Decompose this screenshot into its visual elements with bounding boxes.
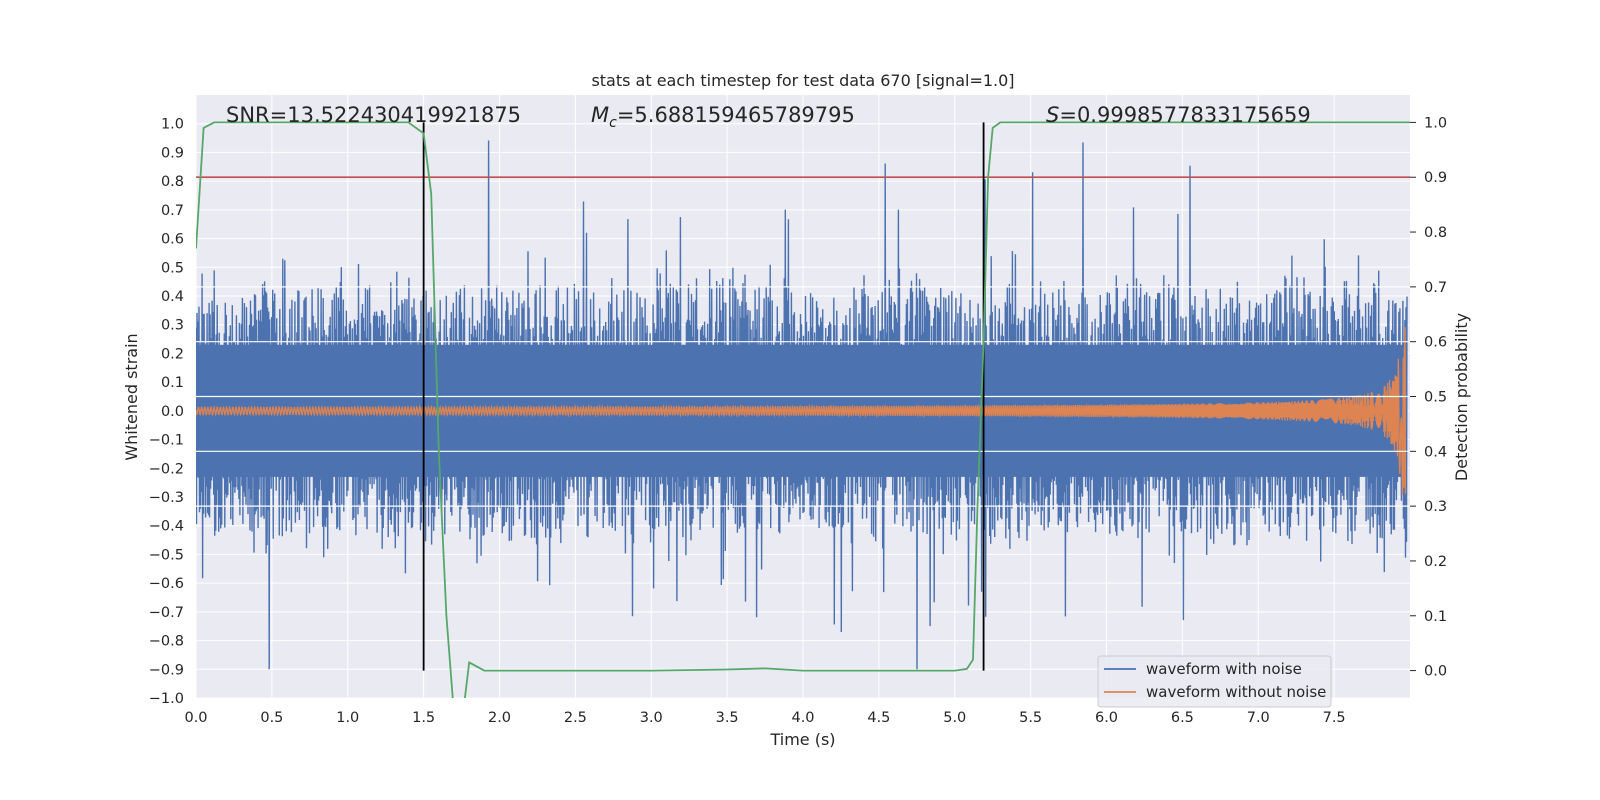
y2-tick-label: 1.0 (1424, 115, 1447, 131)
y-tick-label: 0.2 (161, 346, 184, 362)
snr-annotation: SNR=13.522430419921875 (226, 103, 521, 127)
y-tick-label: −0.5 (149, 547, 184, 563)
y-tick-label: −0.6 (149, 576, 184, 592)
y2-tick-label: 0.4 (1424, 444, 1447, 460)
s-symbol: S (1046, 103, 1059, 127)
x-tick-label: 2.0 (488, 710, 511, 726)
x-tick-label: 5.5 (1019, 710, 1042, 726)
y-ticks: −1.0 −0.9 −0.8 −0.7 −0.6 −0.5 −0.4 −0.3 −0.2 −0.1… (149, 117, 184, 707)
y-tick-label: 0.3 (161, 318, 184, 334)
y2-ticks: 0.0 0.1 0.2 0.3 0.4 0.5 0.6 0.7 0.8 0.9 1.0 (1410, 115, 1447, 680)
x-tick-label: 0.5 (260, 710, 283, 726)
y-tick-label: 0.7 (161, 203, 184, 219)
y-tick-label: 0.5 (161, 260, 184, 276)
x-tick-label: 0.0 (184, 710, 207, 726)
y2-tick-label: 0.6 (1424, 335, 1447, 351)
s-value: =0.9998577833175659 (1059, 103, 1310, 127)
y-tick-label: 1.0 (161, 117, 184, 133)
y-tick-label: 0.1 (161, 375, 184, 391)
y-tick-label: 0.6 (161, 232, 184, 248)
x-tick-label: 1.0 (336, 710, 359, 726)
y-tick-label: 0.0 (161, 404, 184, 420)
y2-tick-label: 0.2 (1424, 554, 1447, 570)
x-tick-label: 6.5 (1171, 710, 1194, 726)
x-tick-label: 3.0 (640, 710, 663, 726)
y-tick-label: −0.9 (149, 662, 184, 678)
y2-tick-label: 0.1 (1424, 609, 1447, 625)
legend-label-noise: waveform with noise (1146, 660, 1302, 678)
x-tick-label: 3.5 (716, 710, 739, 726)
probability-curve (196, 121, 1410, 698)
y-tick-label: −0.1 (149, 433, 184, 449)
x-tick-label: 5.0 (943, 710, 966, 726)
y-tick-label: −0.8 (149, 634, 184, 650)
y-tick-label: −1.0 (149, 691, 184, 707)
y-tick-label: 0.4 (161, 289, 184, 305)
y-tick-label: −0.4 (149, 519, 184, 535)
x-tick-label: 2.5 (564, 710, 587, 726)
y-tick-label: −0.3 (149, 490, 184, 506)
y-axis-label: Whitened strain (122, 333, 141, 460)
clean-waveform-path (196, 327, 1407, 495)
series-detection-probability (196, 121, 1410, 698)
x-tick-label: 4.0 (791, 710, 814, 726)
y2-tick-label: 0.0 (1424, 664, 1447, 680)
y2-tick-label: 0.3 (1424, 499, 1447, 515)
y-tick-label: −0.7 (149, 605, 184, 621)
x-tick-label: 4.5 (867, 710, 890, 726)
y-tick-label: 0.9 (161, 145, 184, 161)
x-tick-label: 7.0 (1247, 710, 1270, 726)
y2-axis-label: Detection probability (1452, 313, 1471, 481)
legend-label-clean: waveform without noise (1146, 683, 1326, 701)
mc-symbol: M (591, 103, 609, 127)
y2-tick-label: 0.7 (1424, 280, 1447, 296)
chart-title: stats at each timestep for test data 670… (591, 71, 1014, 90)
legend: waveform with noise waveform without noi… (1097, 655, 1332, 708)
x-tick-label: 6.0 (1095, 710, 1118, 726)
x-axis-label: Time (s) (769, 730, 835, 749)
series-waveform-without-noise (196, 327, 1407, 495)
y2-tick-label: 0.5 (1424, 390, 1447, 406)
mc-subscript: c (609, 115, 617, 131)
score-annotation: S=0.9998577833175659 (1046, 103, 1311, 127)
x-ticks: 0.0 0.5 1.0 1.5 2.0 2.5 3.0 3.5 4.0 4.5 5.0 5.5 6.0 6… (184, 710, 1345, 726)
vertical-lines (422, 122, 985, 671)
y-tick-label: 0.8 (161, 174, 184, 190)
chirp-mass-annotation: Mc=5.688159465789795 (591, 103, 855, 131)
y-tick-label: −0.2 (149, 461, 184, 477)
y2-tick-label: 0.8 (1424, 225, 1447, 241)
x-tick-label: 7.5 (1323, 710, 1346, 726)
y2-grid (196, 286, 1410, 507)
legend-box (1097, 655, 1332, 708)
y2-tick-label: 0.9 (1424, 170, 1447, 186)
x-tick-label: 1.5 (412, 710, 435, 726)
mc-value: =5.688159465789795 (617, 103, 855, 127)
